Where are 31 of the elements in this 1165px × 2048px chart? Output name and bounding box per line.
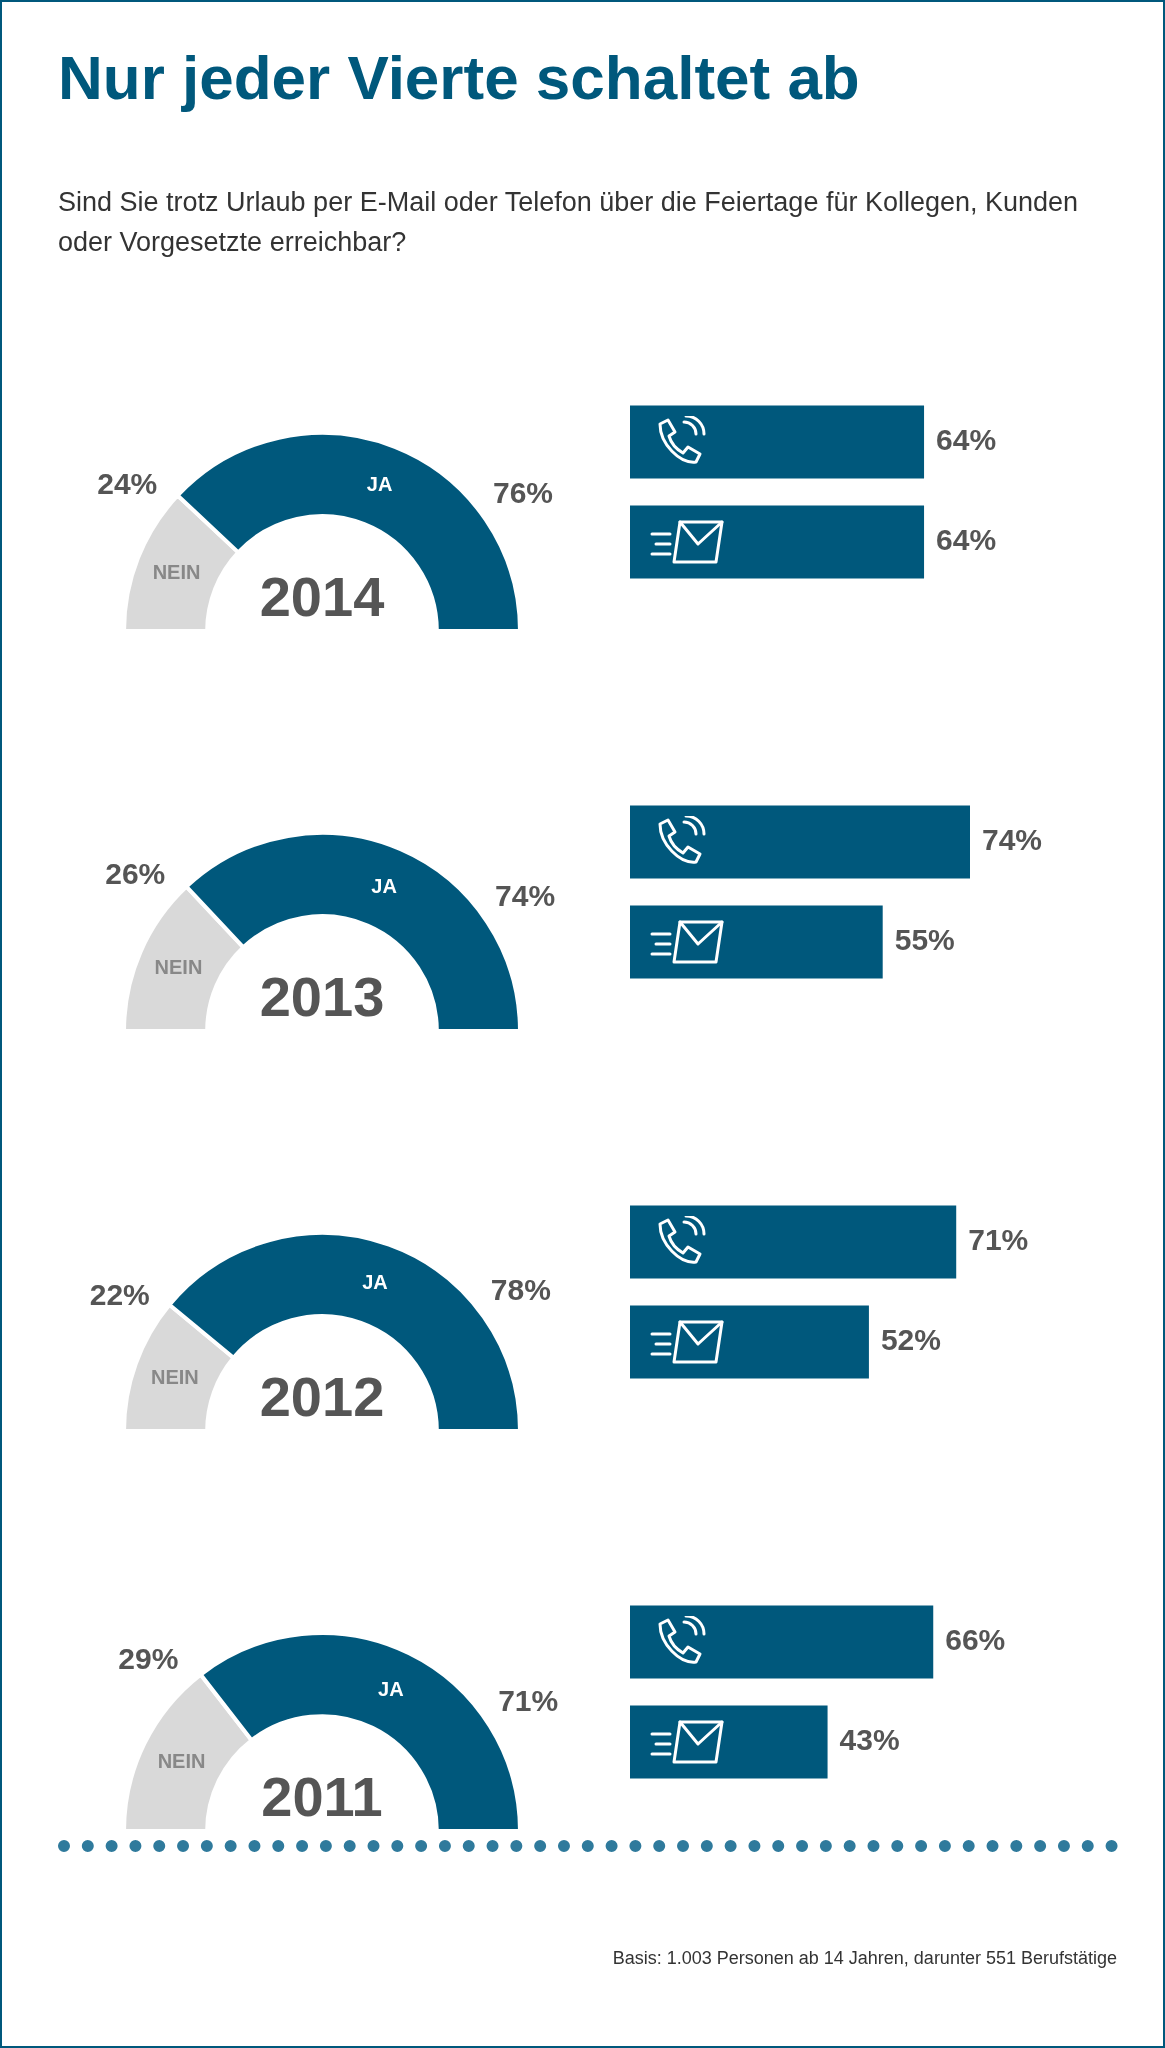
- text: 2012: [259, 1365, 385, 1429]
- data-label: 26%: [105, 856, 166, 890]
- slice-label: NEIN: [152, 560, 201, 583]
- text: Nur jeder Vierte schaltet ab: [58, 42, 860, 113]
- data-label: 29%: [118, 1642, 179, 1676]
- data-label: 76%: [492, 475, 553, 509]
- slice-label: NEIN: [154, 956, 203, 979]
- data-label: 52%: [880, 1323, 941, 1357]
- slice-label: JA: [362, 1271, 388, 1294]
- slice-label: JA: [371, 874, 397, 897]
- data-label: 74%: [982, 823, 1043, 857]
- text: 2013: [259, 965, 385, 1029]
- data-label: 71%: [498, 1683, 559, 1717]
- slice-label: JA: [378, 1678, 404, 1701]
- data-label: 78%: [490, 1272, 551, 1306]
- text: Basis: 1.003 Personen ab 14 Jahren, darunter 551 Berufstätige: [612, 1948, 1117, 1969]
- data-label: 66%: [945, 1623, 1006, 1657]
- slice-label: NEIN: [150, 1365, 199, 1388]
- text: Sind Sie trotz Urlaub per E-Mail oder Telefon über die Feiertage für Kollegen, Kunden oder Vorgesetzte erreichbar?: [58, 186, 1080, 259]
- data-label: 64%: [936, 523, 997, 557]
- slice-label: JA: [366, 473, 393, 496]
- data-label: 55%: [894, 923, 955, 957]
- data-label: 71%: [968, 1223, 1029, 1257]
- slice-label: NEIN: [157, 1749, 206, 1772]
- data-label: 43%: [839, 1723, 900, 1757]
- data-label: 22%: [89, 1277, 150, 1311]
- data-label: 64%: [936, 423, 997, 457]
- data-label: 24%: [97, 466, 158, 500]
- data-label: 74%: [495, 878, 556, 912]
- text: 2014: [259, 565, 385, 629]
- text: 2011: [261, 1765, 383, 1829]
